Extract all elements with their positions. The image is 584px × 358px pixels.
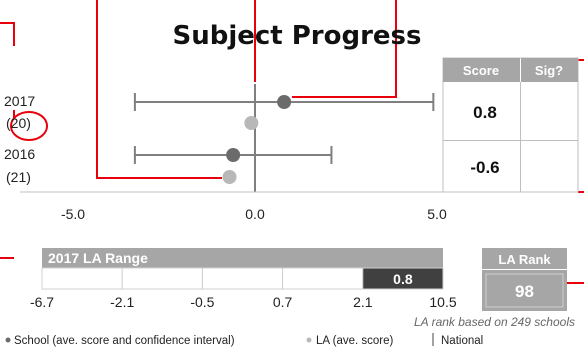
la-score-point [222,170,237,184]
table-header-sig-bg [521,58,578,82]
legend: School (ave. score and confidence interv… [5,333,483,347]
la-range-ticks: -6.7 -2.1 -0.5 0.7 2.1 10.5 [30,294,457,310]
la-rank-header-bg [482,248,567,269]
callout-line-la-range-arrow [96,0,222,179]
school-score-point [226,148,241,162]
la-rank-box: LA Rank 98 [482,248,567,311]
la-range-tick-label: 0.7 [273,294,293,310]
legend-la-label: LA (ave. score) [316,335,394,347]
callout-lines [0,0,584,284]
callout-line-school-marker [292,0,397,98]
legend-la-marker [306,337,312,343]
la-rank-value: 98 [515,282,534,301]
row-count-label: (20) [6,115,31,131]
la-range-tick-label: -0.5 [190,294,214,310]
la-range-tick-label: -2.1 [110,294,134,310]
table-header-score-bg [443,58,520,82]
callout-circle-count [10,111,48,141]
legend-national-label: National [441,335,483,347]
row-count-label: (21) [6,169,31,185]
la-range-cell [282,267,364,290]
table-header-score: Score [463,63,499,78]
table-cell-score: -0.6 [470,158,499,177]
la-rank-value-inner [485,273,564,308]
la-range-cell [201,267,284,290]
score-table: Score Sig? 0.8 -0.6 [442,57,579,193]
la-range-tick-label: 10.5 [429,294,456,310]
table-header-sig: Sig? [535,63,563,78]
la-range-cells: 0.8 [41,267,444,290]
la-range-tick-label: 2.1 [353,294,373,310]
row-year-label: 2016 [4,146,35,162]
la-range-band: 2017 LA Range 0.8 -6.7 -2.1 -0.5 0.7 2.1 10.5 [30,248,457,310]
x-tick-label: -5.0 [61,206,85,222]
row-year-label: 2017 [4,93,35,109]
la-rank-title: LA Rank [498,252,551,267]
la-range-title: 2017 LA Range [48,250,148,266]
progress-plot: 2017 (20) 2016 (21) -5.0 0.0 5.0 [4,84,447,222]
la-range-header-bg [42,248,443,268]
table-cell-score: 0.8 [473,103,497,122]
la-range-cell [41,267,123,290]
school-score-point [277,95,292,109]
progress-row: 2017 (20) [4,93,435,131]
page-title: Subject Progress [172,21,421,51]
la-range-cell-highlight [362,267,444,290]
legend-school-marker [5,337,11,343]
la-range-cell [121,267,203,290]
legend-school-label: School (ave. score and confidence interv… [14,335,235,347]
la-rank-value-bg [482,270,567,311]
x-tick-label: 0.0 [245,206,265,222]
x-tick-label: 5.0 [427,206,447,222]
la-range-tick-label: -6.7 [30,294,54,310]
la-rank-note: LA rank based on 249 schools [414,315,575,329]
callout-line-left-top [0,22,15,46]
la-score-point [244,116,259,130]
la-range-value-label: 0.8 [393,271,413,287]
progress-row: 2016 (21) [4,146,333,185]
